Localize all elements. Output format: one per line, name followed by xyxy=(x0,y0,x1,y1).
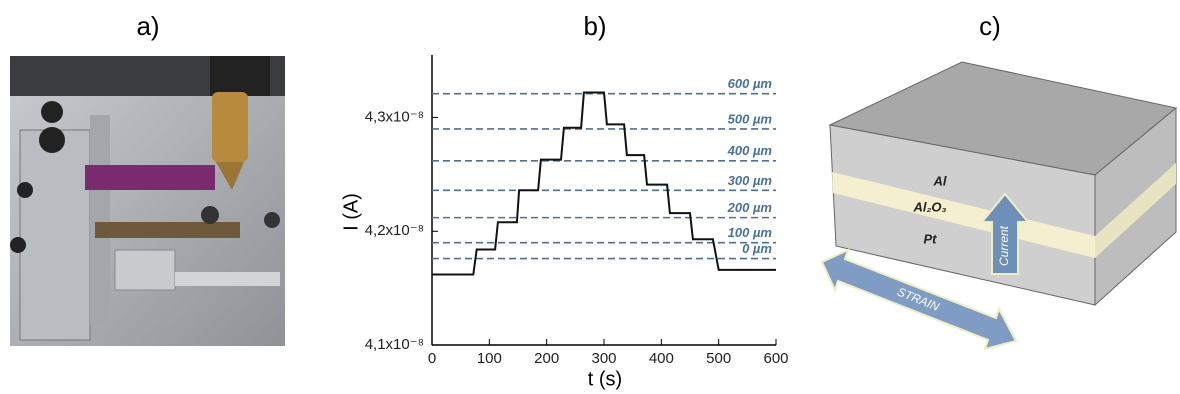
level-label: 0 µm xyxy=(742,241,772,256)
y-axis-label: I (A) xyxy=(340,193,362,231)
layer-label: Al xyxy=(933,173,947,188)
y-tick-label: 4,3x10⁻⁸ xyxy=(365,109,424,126)
x-axis-label: t (s) xyxy=(588,368,622,390)
level-label: 200 µm xyxy=(727,200,773,215)
layer-label: Al₂O₃ xyxy=(912,199,946,214)
x-tick-label: 600 xyxy=(763,350,788,367)
current-label: Current xyxy=(997,225,1011,266)
x-tick-label: 200 xyxy=(534,350,559,367)
level-label: 100 µm xyxy=(728,225,773,240)
x-tick-label: 0 xyxy=(428,350,436,367)
level-label: 500 µm xyxy=(728,111,773,126)
y-tick-label: 4,2x10⁻⁸ xyxy=(365,222,424,239)
panel-label: b) xyxy=(583,11,606,41)
layer-diagram xyxy=(820,61,1178,351)
x-tick-label: 500 xyxy=(706,350,731,367)
y-tick-label: 4,1x10⁻⁸ xyxy=(365,336,424,353)
panel-label: c) xyxy=(979,11,1001,41)
x-tick-label: 400 xyxy=(649,350,674,367)
chart: b) t (s) I (A) 0 100 200 300 400 500 600 4,1x10… xyxy=(340,11,788,390)
layer-label: Pt xyxy=(924,231,938,246)
photo xyxy=(10,56,285,346)
data-line xyxy=(432,91,776,276)
panel-label: a) xyxy=(136,11,159,41)
level-label: 400 µm xyxy=(727,143,773,158)
level-label: 300 µm xyxy=(728,173,773,188)
level-label: 600 µm xyxy=(728,76,773,91)
x-tick-label: 300 xyxy=(591,350,616,367)
x-tick-label: 100 xyxy=(477,350,502,367)
